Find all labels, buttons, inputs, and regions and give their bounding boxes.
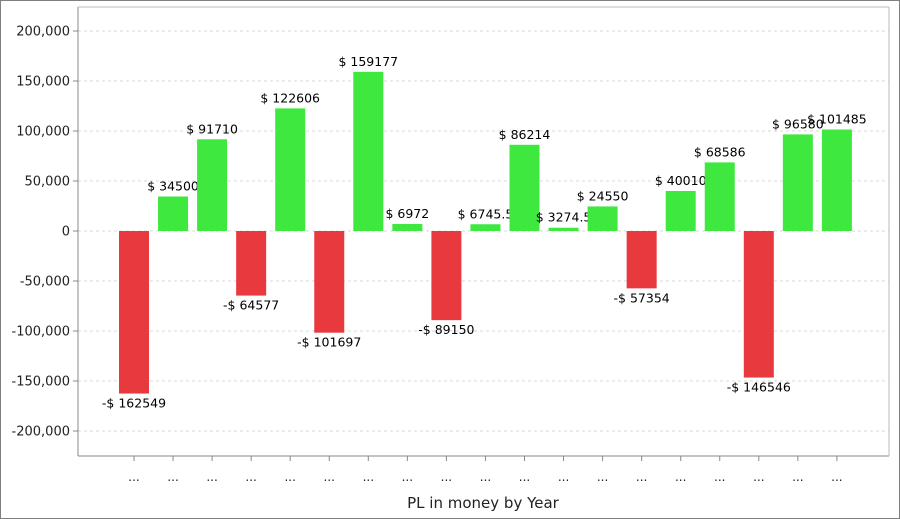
bar[interactable] xyxy=(275,108,306,231)
bar[interactable] xyxy=(509,144,540,231)
x-axis-title: PL in money by Year xyxy=(407,494,560,512)
bar[interactable] xyxy=(470,224,501,231)
data-label: $ 34500 xyxy=(147,179,199,194)
x-category-label: ... xyxy=(206,470,217,484)
bar[interactable] xyxy=(743,231,774,378)
y-tick-label: -100,000 xyxy=(12,325,70,340)
x-category-label: ... xyxy=(324,470,335,484)
x-category-label: ... xyxy=(753,470,764,484)
x-category-label: ... xyxy=(558,470,569,484)
bar[interactable] xyxy=(197,139,228,231)
data-label: -$ 64577 xyxy=(223,298,279,313)
x-category-label: ... xyxy=(519,470,530,484)
data-label: -$ 162549 xyxy=(102,396,166,411)
x-category-label: ... xyxy=(597,470,608,484)
bar[interactable] xyxy=(392,224,423,231)
bar[interactable] xyxy=(119,231,149,394)
y-tick-label: 100,000 xyxy=(16,125,70,140)
bar[interactable] xyxy=(587,206,618,231)
x-category-label: ... xyxy=(714,470,725,484)
bar[interactable] xyxy=(665,190,696,231)
bar[interactable] xyxy=(431,231,462,321)
data-label: $ 96580 xyxy=(772,116,824,131)
data-label: $ 6745.5 xyxy=(458,206,514,221)
x-category-label: ... xyxy=(792,470,803,484)
data-label: $ 68586 xyxy=(694,144,746,159)
data-label: $ 122606 xyxy=(260,90,320,105)
data-label: -$ 57354 xyxy=(614,290,670,305)
x-category-label: ... xyxy=(402,470,413,484)
bar[interactable] xyxy=(353,71,384,231)
bar[interactable] xyxy=(236,231,267,296)
y-tick-label: 150,000 xyxy=(16,75,70,90)
bar[interactable] xyxy=(158,196,189,232)
data-label: $ 6972 xyxy=(385,206,429,221)
x-category-label: ... xyxy=(480,470,491,484)
x-category-label: ... xyxy=(636,470,647,484)
y-tick-label: -200,000 xyxy=(12,425,70,440)
bar[interactable] xyxy=(314,231,345,333)
y-tick-label: -150,000 xyxy=(12,375,70,390)
x-category-label: ... xyxy=(128,470,139,484)
data-label: $ 3274.5 xyxy=(536,210,592,225)
x-category-label: ... xyxy=(675,470,686,484)
data-label: $ 159177 xyxy=(338,54,398,69)
data-label: -$ 146546 xyxy=(727,380,791,395)
data-label: $ 91710 xyxy=(186,121,238,136)
data-label: $ 24550 xyxy=(577,188,629,203)
bar[interactable] xyxy=(626,231,657,289)
x-category-label: ... xyxy=(831,470,842,484)
x-category-label: ... xyxy=(363,470,374,484)
data-label: $ 101485 xyxy=(807,112,867,127)
bar[interactable] xyxy=(548,227,579,231)
y-tick-label: -50,000 xyxy=(20,275,70,290)
x-category-label: ... xyxy=(245,470,256,484)
x-category-label: ... xyxy=(284,470,295,484)
data-label: -$ 101697 xyxy=(297,335,361,350)
data-label: $ 40010 xyxy=(655,173,707,188)
x-category-label: ... xyxy=(441,470,452,484)
y-tick-label: 200,000 xyxy=(16,25,70,40)
bar[interactable] xyxy=(821,129,852,231)
y-tick-label: 0 xyxy=(62,225,70,240)
bar[interactable] xyxy=(782,134,813,231)
data-label: -$ 89150 xyxy=(418,322,474,337)
y-tick-label: 50,000 xyxy=(25,175,71,190)
x-category-label: ... xyxy=(167,470,178,484)
data-label: $ 86214 xyxy=(499,127,551,142)
bar[interactable] xyxy=(704,162,735,231)
